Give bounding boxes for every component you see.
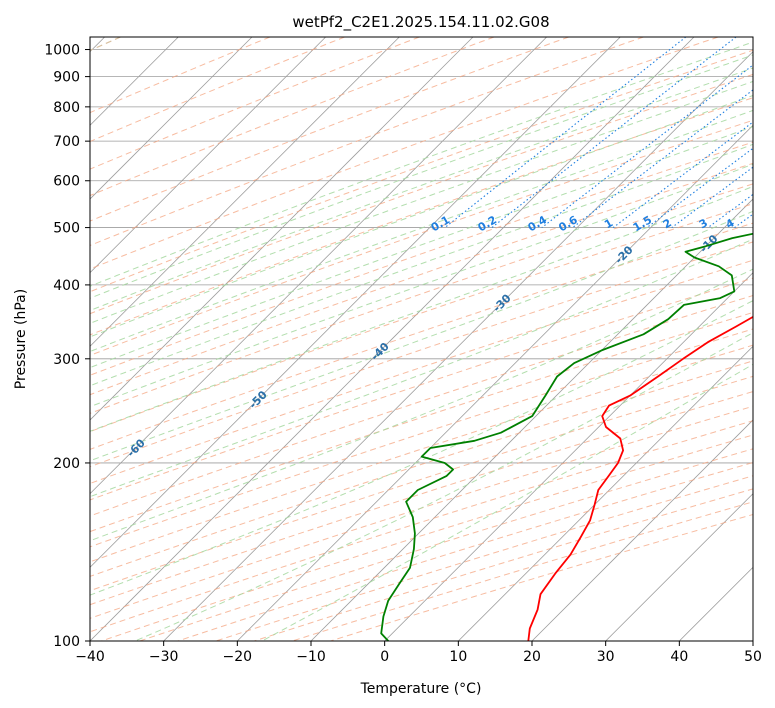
x-tick-label: 50: [744, 649, 762, 665]
y-tick-label: 200: [53, 456, 80, 472]
dry-adiabat: [90, 37, 420, 170]
isotherm-line: [384, 272, 753, 641]
x-tick-label: −40: [75, 649, 105, 665]
x-tick-label: 40: [670, 649, 688, 665]
dry-adiabat: [90, 37, 644, 247]
dry-adiabat: [90, 277, 753, 501]
moist-adiabat: [134, 332, 753, 641]
y-tick-label: 500: [53, 221, 80, 237]
y-axis-ticks: 100 200 300 400 500 600 700 800 900 1000: [44, 43, 90, 650]
chart-title: wetPf2_C2E1.2025.154.11.02.G08: [292, 13, 549, 32]
x-tick-label: 30: [597, 649, 615, 665]
isotherm-line: [163, 51, 753, 641]
isobar-lines: [90, 49, 753, 641]
dewpoint-profile-line: [380, 232, 753, 641]
y-tick-label: 1000: [44, 43, 80, 59]
isotherm-line: [90, 37, 547, 495]
moist-adiabat: [90, 54, 753, 299]
isotherm-line: [90, 37, 400, 347]
moist-adiabats: [90, 41, 753, 641]
isotherm-line: [237, 124, 753, 641]
moist-adiabat: [90, 185, 753, 432]
plot-area: 0.10.20.40.611.52346810131620253036-100-…: [90, 37, 753, 641]
x-tick-label: 10: [449, 649, 467, 665]
x-tick-label: −20: [223, 649, 253, 665]
y-tick-label: 400: [53, 278, 80, 294]
x-axis-ticks: −40 −30 −20 −10 0 10 20 30 40 50: [75, 641, 762, 665]
dry-adiabat: [90, 49, 753, 293]
isotherm-line: [90, 37, 326, 274]
dry-adiabat: [90, 375, 753, 592]
dry-adiabat: [90, 222, 753, 450]
y-tick-label: 800: [53, 100, 80, 116]
y-axis-label: Pressure (hPa): [13, 289, 29, 389]
x-tick-label: −10: [296, 649, 326, 665]
dry-adiabat: [90, 119, 753, 356]
dry-adiabat: [90, 141, 753, 376]
moist-adiabat: [90, 109, 753, 353]
mixing-ratio-line: [572, 89, 753, 229]
y-tick-label: 900: [53, 70, 80, 86]
x-tick-label: 0: [380, 649, 389, 665]
isotherm-line: [90, 37, 253, 200]
isotherm-lines: [90, 37, 753, 641]
x-axis-label: Temperature (°C): [360, 681, 482, 697]
isotherm-line: [90, 37, 474, 421]
moist-adiabat: [261, 363, 753, 641]
plot-frame: [89, 36, 754, 642]
dry-adiabat: [90, 73, 753, 315]
mixing-ratio-line: [541, 64, 753, 229]
y-tick-label: 100: [53, 634, 80, 650]
moist-adiabat: [90, 80, 753, 324]
moist-adiabat: [90, 143, 753, 387]
isotherm-line: [605, 493, 753, 641]
isotherm-line: [90, 37, 621, 568]
dry-adiabat: [90, 328, 753, 548]
x-tick-label: −30: [149, 649, 179, 665]
y-tick-label: 700: [53, 134, 80, 150]
dry-adiabat: [90, 311, 753, 533]
moist-adiabat: [90, 163, 753, 408]
profile-series: [380, 232, 753, 641]
temperature-profile-line: [527, 315, 753, 641]
dry-adiabat: [90, 162, 753, 396]
dry-adiabat: [90, 37, 569, 222]
isotherm-line: [310, 198, 753, 641]
dry-adiabats: [90, 37, 753, 641]
moist-adiabat: [90, 41, 753, 287]
dry-adiabat: [90, 97, 753, 336]
dry-adiabat: [90, 37, 495, 197]
y-tick-label: 600: [53, 174, 80, 190]
mixing-ratio-line: [671, 166, 753, 229]
isotherm-line: [458, 345, 753, 641]
dry-adiabat: [90, 241, 753, 468]
dry-adiabat: [90, 183, 753, 414]
isotherm-line: [531, 419, 753, 641]
dry-adiabat: [90, 37, 345, 143]
y-tick-label: 300: [53, 352, 80, 368]
mixing-ratio-lines: [444, 37, 753, 229]
moist-adiabat: [90, 210, 753, 462]
x-tick-label: 20: [523, 649, 541, 665]
